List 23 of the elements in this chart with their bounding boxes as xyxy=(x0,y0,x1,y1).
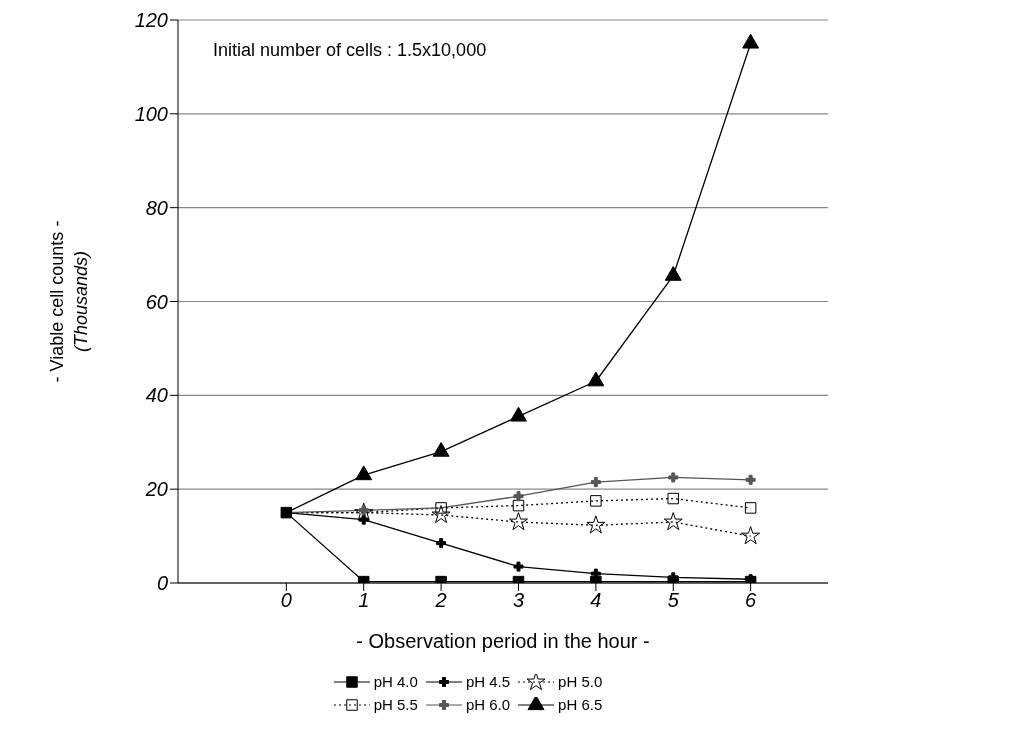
y-tick-label: 80 xyxy=(145,196,168,219)
y-tick-label: 0 xyxy=(156,572,168,595)
y-tick-label: 100 xyxy=(134,102,168,125)
legend-label: pH 4.5 xyxy=(464,673,511,690)
legend-label: pH 5.0 xyxy=(557,673,603,690)
y-axis-title: - Viable cell counts - (Thousands) xyxy=(47,220,91,383)
legend-label: pH 6.0 xyxy=(464,696,511,713)
x-tick-label: 2 xyxy=(434,589,447,612)
x-tick-label: 6 xyxy=(745,589,758,612)
y-tick-label: 40 xyxy=(145,384,168,407)
legend-label: pH 6.5 xyxy=(557,696,603,713)
y-tick-label: 120 xyxy=(134,9,168,32)
x-tick-label: 1 xyxy=(358,589,370,612)
legend-label: pH 4.0 xyxy=(372,673,418,690)
annotation: Initial number of cells : 1.5x10,000 xyxy=(213,40,487,60)
y-tick-label: 20 xyxy=(144,478,168,501)
x-tick-label: 5 xyxy=(667,589,680,612)
x-tick-label: 3 xyxy=(512,589,525,612)
y-tick-label: 60 xyxy=(145,290,168,313)
x-axis-title: - Observation period in the hour - xyxy=(356,630,650,652)
x-tick-label: 0 xyxy=(280,589,292,612)
legend-label: pH 5.5 xyxy=(372,696,418,713)
x-tick-label: 4 xyxy=(590,589,602,612)
